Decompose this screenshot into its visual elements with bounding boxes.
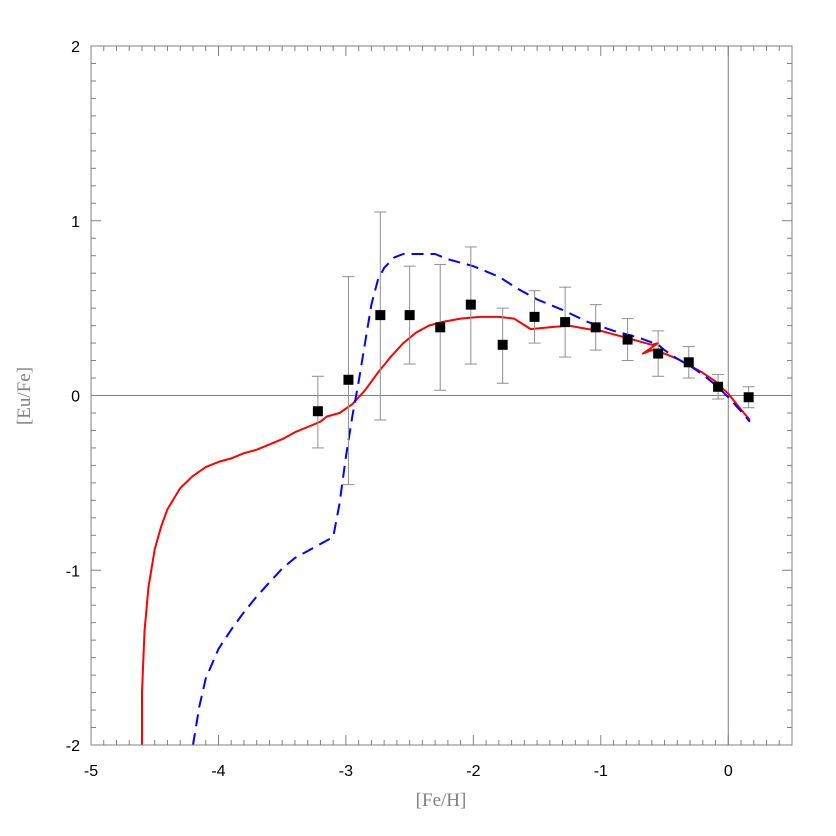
x-tick-label: -3 xyxy=(339,763,353,780)
data-point-marker xyxy=(312,406,323,417)
data-point-marker xyxy=(653,348,664,359)
data-point-marker xyxy=(497,339,508,350)
observation-markers xyxy=(312,299,754,417)
data-point-marker xyxy=(404,310,415,321)
x-tick-label: 0 xyxy=(724,763,733,780)
data-point-marker xyxy=(435,322,446,333)
data-point-marker xyxy=(622,334,633,345)
x-tick-label: -4 xyxy=(211,763,225,780)
reference-lines xyxy=(91,46,792,745)
data-point-marker xyxy=(713,381,724,392)
y-tick-label: -1 xyxy=(66,563,80,580)
y-tick-label: 2 xyxy=(71,39,80,56)
x-tick-label: -1 xyxy=(594,763,608,780)
data-point-marker xyxy=(529,311,540,322)
y-tick-label: -2 xyxy=(66,738,80,755)
error-bars xyxy=(311,211,755,486)
x-tick-labels: -5 -4 -3 -2 -1 0 xyxy=(84,763,733,780)
plot-frame xyxy=(90,45,793,746)
series-layer xyxy=(141,253,751,746)
x-tick-label: -2 xyxy=(466,763,480,780)
data-point-marker xyxy=(465,299,476,310)
model-line-dashed xyxy=(192,253,751,746)
y-tick-label: 0 xyxy=(71,389,80,406)
y-axis-label: [Eu/Fe] xyxy=(14,367,35,425)
data-point-marker xyxy=(375,310,386,321)
data-point-marker xyxy=(560,317,571,328)
data-point-marker xyxy=(590,322,601,333)
data-point-marker xyxy=(683,357,694,368)
model-line-solid xyxy=(141,315,751,745)
minor-ticks xyxy=(91,46,793,745)
x-axis-label: [Fe/H] xyxy=(416,790,467,811)
y-tick-labels: -2 -1 0 1 2 xyxy=(66,39,80,755)
x-tick-label: -5 xyxy=(84,763,98,780)
data-point-marker xyxy=(743,392,754,403)
data-point-marker xyxy=(343,374,354,385)
y-tick-label: 1 xyxy=(71,214,80,231)
